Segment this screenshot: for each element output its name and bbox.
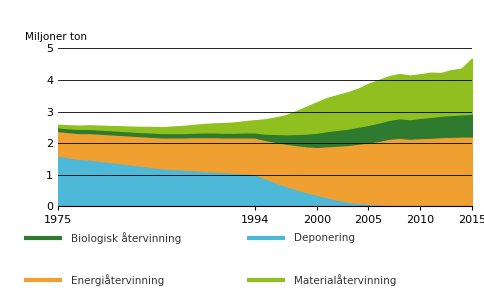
Text: Biologisk återvinning: Biologisk återvinning xyxy=(71,231,182,244)
Text: ÖVERSIKT 1975-2015: ÖVERSIKT 1975-2015 xyxy=(12,13,170,26)
Text: Deponering: Deponering xyxy=(294,232,355,243)
Text: Miljoner ton: Miljoner ton xyxy=(25,32,87,42)
Text: Energiåtervinning: Energiåtervinning xyxy=(71,274,165,286)
Text: Materialåtervinning: Materialåtervinning xyxy=(294,274,397,286)
